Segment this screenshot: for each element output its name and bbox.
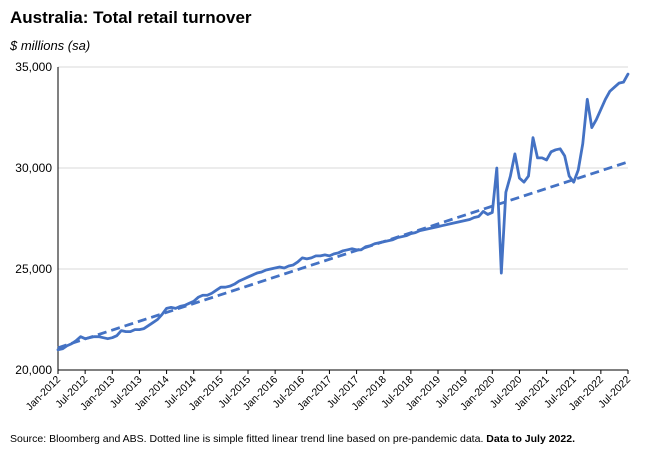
- axes: [57, 67, 629, 374]
- source-text: Source: Bloomberg and ABS. Dotted line i…: [10, 433, 487, 445]
- y-tick-labels: 20,000 25,000 30,000 35,000: [15, 60, 52, 377]
- gridlines: [58, 66, 628, 270]
- chart-title: Australia: Total retail turnover: [10, 8, 252, 27]
- y-tick-label: 35,000: [15, 60, 52, 74]
- y-tick-label: 20,000: [15, 363, 52, 377]
- y-axis-label: $ millions (sa): [10, 38, 91, 53]
- source-note: Source: Bloomberg and ABS. Dotted line i…: [10, 433, 575, 445]
- series-lines: [56, 72, 630, 352]
- source-data-date: Data to July 2022.: [486, 433, 575, 445]
- trend-line: [57, 160, 629, 350]
- y-tick-label: 25,000: [15, 262, 52, 276]
- retail-turnover-line: [56, 72, 630, 352]
- x-tick-labels: Jan-2012Jul-2012Jan-2013Jul-2013Jan-2014…: [24, 374, 634, 414]
- y-tick-label: 30,000: [15, 161, 52, 175]
